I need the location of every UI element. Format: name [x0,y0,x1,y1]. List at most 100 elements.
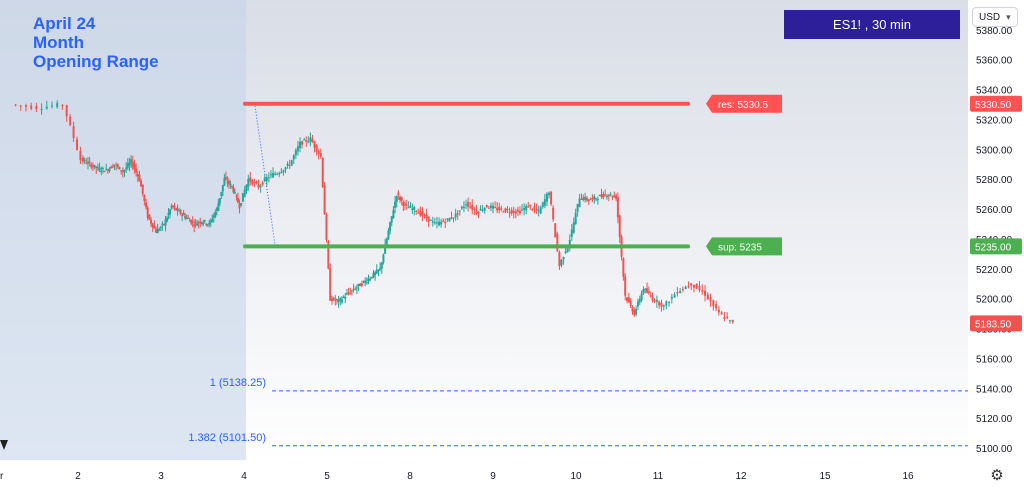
candle-body [591,198,594,200]
time-axis [0,460,968,488]
candle-body [456,212,459,215]
currency-dropdown[interactable]: USD ▾ [972,7,1018,27]
candle [593,194,596,204]
candle-body [229,183,232,186]
candle-body [626,297,629,301]
candle [323,182,326,215]
candle [647,286,650,295]
candle-body [598,195,601,197]
candle [450,211,453,220]
candle-body [415,211,418,213]
candle [589,197,592,201]
candle [332,297,335,301]
candle-body [215,208,218,211]
symbol-legend[interactable]: ES1! , 30 min [784,10,960,39]
candle-body [184,215,187,219]
gear-icon[interactable]: ⚙ [990,467,1004,484]
candle-body [321,157,324,187]
candle-body [442,220,445,222]
candle [155,226,158,233]
candle [475,204,478,216]
candle-body [95,166,98,169]
candle-body [265,177,268,182]
candle [429,219,432,221]
candle [294,147,297,159]
candle [558,250,561,271]
candle [427,216,430,228]
candle-body [731,319,734,323]
candle-body [280,172,283,174]
candle-body [305,140,308,142]
candle-body [355,287,358,289]
candle-body [720,312,723,315]
candle-body [181,215,184,217]
candle [407,201,410,209]
candle-body [372,272,375,278]
candle-body [452,217,455,219]
candle-body [45,106,48,109]
candle [305,136,308,148]
candle [560,259,563,268]
candle [665,300,668,310]
candle [197,220,200,229]
candle-body [120,170,123,172]
candle-body [425,214,428,219]
candle-body [267,177,270,179]
candle [342,295,345,299]
candle [543,193,546,209]
candle-body [284,167,287,170]
candle-body [164,219,167,226]
candle-body [131,161,134,167]
candle-body [301,141,304,145]
x-tick-label: 15 [819,471,831,482]
candle-body [362,281,365,283]
x-tick-label: 2 [75,471,81,482]
candle [413,205,416,216]
candle-body [431,221,434,223]
candle-body [30,105,33,109]
chart-annotation-title[interactable]: April 24 Month Opening Range [33,14,159,71]
y-tick-label: 5360.00 [976,56,1013,67]
candle-body [417,212,420,214]
candle-body [263,178,266,182]
y-tick-label: 5220.00 [976,265,1013,276]
candle-body [357,283,360,287]
candle-body [69,116,72,125]
candle-body [153,225,156,229]
x-tick-label: r [0,471,4,482]
current-price-label: 5183.50 [975,319,1012,330]
candle-body [241,193,244,202]
candle [720,310,723,315]
candle [355,284,358,294]
candle-body [214,212,217,217]
candle [613,191,616,198]
candle [452,217,455,223]
candle-body [684,286,687,290]
candle-body [255,181,258,184]
candle [354,286,357,291]
candle-body [282,170,285,173]
candle-body [337,299,340,303]
candle-body [723,317,726,319]
drawing-toolbar-arrow-icon[interactable] [0,440,8,450]
candle [101,166,104,174]
candle [243,186,246,198]
candle [374,270,377,281]
candle [299,137,302,153]
candle-body [303,139,306,141]
candle [698,281,701,293]
candle [175,207,178,212]
candle [525,203,528,215]
candle-body [578,198,581,207]
candle [500,205,503,212]
sup-axis-tag-label: 5235.00 [975,242,1012,253]
candle [272,167,275,179]
candle-body [467,202,470,207]
candle-body [290,160,293,166]
candle [245,184,248,195]
candle [158,227,161,232]
candle-body [395,196,398,202]
candle-body [458,210,461,212]
candle [409,202,412,208]
